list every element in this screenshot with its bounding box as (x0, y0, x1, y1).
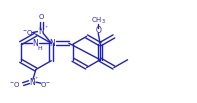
Text: $^+$: $^+$ (44, 25, 49, 30)
Text: O: O (95, 26, 101, 35)
Text: O: O (39, 14, 44, 20)
Text: $^+$: $^+$ (34, 76, 40, 81)
Text: N: N (39, 27, 44, 36)
Text: N: N (49, 39, 55, 48)
Text: H: H (37, 46, 42, 51)
Text: N: N (33, 39, 38, 48)
Text: $^{-}$O: $^{-}$O (22, 28, 33, 37)
Text: O$^{-}$: O$^{-}$ (40, 80, 51, 89)
Text: $^{-}$O: $^{-}$O (9, 80, 21, 89)
Text: CH$_3$: CH$_3$ (91, 16, 106, 26)
Text: N: N (29, 78, 35, 87)
